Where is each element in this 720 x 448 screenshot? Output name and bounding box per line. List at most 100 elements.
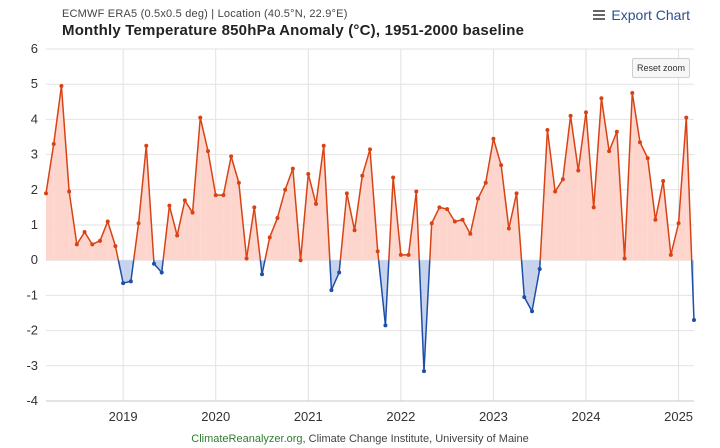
series-line-segment: [577, 112, 587, 171]
y-tick-label: 4: [31, 111, 38, 126]
data-point: [244, 256, 249, 261]
series-line-segment: [369, 149, 379, 252]
series-line-segment: [531, 268, 541, 312]
negative-fill-segment: [123, 260, 131, 284]
data-point: [468, 231, 473, 236]
series-line-segment: [388, 177, 394, 261]
data-point: [368, 147, 372, 152]
y-tick-label: 5: [31, 76, 38, 91]
y-tick-label: 2: [31, 182, 38, 197]
series-line-segment: [68, 191, 78, 245]
data-point: [329, 288, 334, 293]
series-line-segment: [361, 149, 371, 176]
export-chart-button[interactable]: Export Chart: [593, 7, 690, 23]
x-tick-label: 2024: [572, 409, 601, 424]
series-line-segment: [137, 145, 148, 224]
data-point: [105, 219, 110, 224]
data-point: [229, 154, 234, 159]
data-point: [576, 168, 581, 173]
series-line-segment: [168, 205, 178, 236]
series-line-segment: [423, 260, 431, 372]
positive-fill-segment: [76, 232, 85, 261]
series-line-segment: [600, 98, 610, 152]
data-point: [460, 217, 465, 222]
x-tick-label: 2019: [109, 409, 138, 424]
positive-fill-segment: [61, 85, 70, 261]
series-line-segment: [654, 180, 664, 220]
y-tick-label: -4: [26, 393, 38, 408]
data-point: [167, 203, 172, 208]
data-point: [429, 221, 434, 226]
data-point: [684, 115, 689, 120]
data-point: [398, 252, 403, 257]
credits-site-link[interactable]: ClimateReanalyzer.org: [191, 433, 303, 445]
negative-fill-segment: [331, 260, 340, 291]
positive-fill-segment: [547, 129, 556, 261]
positive-fill-segment: [100, 221, 108, 261]
series-line-segment: [99, 221, 109, 242]
data-point: [668, 252, 673, 257]
data-point: [144, 143, 149, 148]
data-point: [506, 226, 511, 231]
positive-fill-segment: [277, 189, 286, 261]
chart-title: Monthly Temperature 850hPa Anomaly (°C),…: [62, 22, 525, 39]
series-line-segment: [284, 168, 294, 191]
positive-fill-segment: [508, 193, 517, 261]
x-tick-label: 2025: [664, 409, 693, 424]
y-tick-label: 3: [31, 147, 38, 162]
positive-fill-segment: [84, 232, 93, 261]
data-point: [522, 295, 527, 300]
data-point: [499, 163, 504, 168]
chart-subtitle: ECMWF ERA5 (0.5x0.5 deg) | Location (40.…: [62, 8, 348, 20]
data-point: [483, 180, 488, 185]
positive-fill-segment: [316, 145, 324, 261]
series-line-segment: [539, 129, 549, 261]
series-line-segment: [515, 193, 523, 261]
series-line-segment: [207, 150, 217, 196]
series-line-segment: [299, 173, 310, 261]
series-line-segment: [130, 260, 135, 282]
series-line-segment: [346, 193, 356, 231]
positive-fill-segment: [400, 254, 409, 261]
data-point: [560, 177, 565, 182]
series-line-segment: [631, 92, 641, 143]
data-point: [306, 171, 311, 176]
positive-fill-segment: [200, 117, 208, 261]
series-line-segment: [384, 260, 390, 326]
reset-zoom-button[interactable]: Reset zoom: [632, 58, 690, 78]
positive-fill-segment: [586, 112, 594, 261]
data-point: [175, 233, 180, 238]
data-point: [51, 142, 56, 147]
positive-fill-segment: [215, 195, 224, 261]
data-point: [198, 115, 203, 120]
series-line-segment: [523, 296, 533, 312]
data-point: [44, 191, 48, 196]
series-line-segment: [429, 223, 433, 261]
series-line-segment: [329, 260, 333, 291]
series-line-segment: [245, 207, 256, 259]
data-point: [298, 258, 303, 263]
positive-fill-segment: [593, 98, 602, 261]
data-point: [321, 143, 326, 148]
positive-fill-segment: [447, 209, 455, 261]
data-point: [113, 244, 118, 249]
series-line-segment: [353, 175, 364, 231]
data-point: [437, 205, 442, 210]
positive-fill-segment: [493, 138, 502, 261]
data-point: [514, 191, 519, 196]
data-point: [128, 279, 133, 284]
positive-fill-segment: [308, 173, 316, 261]
series-line-segment: [520, 260, 526, 298]
positive-fill-segment: [46, 144, 54, 261]
positive-fill-segment: [115, 246, 119, 261]
data-point: [159, 270, 164, 275]
axis-labels: -4 -3 -2 -1 0 1 2 3 4 5 6 2019 2020 2021 2022 2023 2024 2…: [26, 41, 693, 424]
data-point: [645, 156, 650, 161]
positive-fill-segment: [285, 168, 293, 261]
data-point: [314, 201, 318, 206]
series-line-segment: [546, 129, 556, 192]
y-tick-label: -1: [26, 287, 38, 302]
series-line-segment: [461, 219, 471, 235]
x-tick-label: 2022: [386, 409, 415, 424]
